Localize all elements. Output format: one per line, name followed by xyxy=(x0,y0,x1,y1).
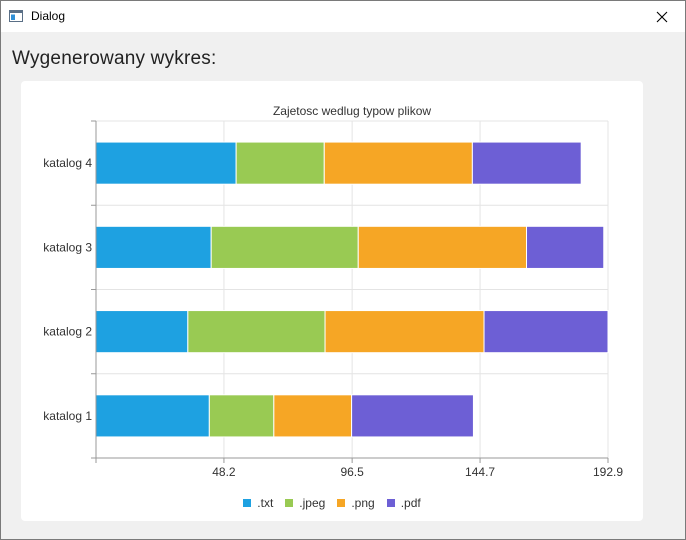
category-label: katalog 1 xyxy=(43,409,92,423)
bar-segment xyxy=(273,394,353,438)
bar-segment xyxy=(235,141,325,185)
legend-label: .png xyxy=(351,496,375,510)
legend-label: .txt xyxy=(257,496,274,510)
category-label: katalog 2 xyxy=(43,325,92,339)
chart-legend: .txt .jpeg .png .pdf xyxy=(21,495,643,511)
legend-item: .pdf xyxy=(386,496,421,510)
bar-segment xyxy=(323,141,473,185)
close-button[interactable] xyxy=(639,1,685,32)
bar-segment xyxy=(95,225,212,269)
close-icon xyxy=(656,11,668,22)
legend-item: .jpeg xyxy=(285,496,325,510)
bar-segment xyxy=(95,141,237,185)
x-tick-label: 192.9 xyxy=(593,465,623,479)
bar-segment xyxy=(526,225,605,269)
stacked-bar-chart: Zajetosc wedlug typow plikow katalog 1 kat… xyxy=(43,104,623,479)
x-tick-label: 144.7 xyxy=(465,465,495,479)
bar-segment xyxy=(351,394,474,438)
legend-swatch xyxy=(386,499,395,507)
title-bar[interactable]: Dialog xyxy=(1,1,685,32)
x-tick-label: 48.2 xyxy=(212,465,236,479)
legend-swatch xyxy=(285,499,294,507)
page-heading: Wygenerowany wykres: xyxy=(12,48,217,69)
chart-view: Zajetosc wedlug typow plikow katalog 1 kat… xyxy=(21,81,643,521)
bar-segment xyxy=(210,225,359,269)
x-tick-label: 96.5 xyxy=(340,465,364,479)
bar-segment xyxy=(357,225,528,269)
category-label: katalog 3 xyxy=(43,240,92,254)
legend-swatch xyxy=(337,499,346,507)
bar-segment xyxy=(471,141,582,185)
chart-title: Zajetosc wedlug typow plikow xyxy=(273,104,431,118)
legend-label: .jpeg xyxy=(299,496,326,510)
bar-segment xyxy=(95,310,189,354)
bar-segment xyxy=(483,310,609,354)
bar-segment xyxy=(208,394,275,438)
bar-segment xyxy=(324,310,485,354)
legend-label: .pdf xyxy=(400,496,421,510)
legend-item: .png xyxy=(337,496,375,510)
dialog-app-icon xyxy=(9,10,23,22)
legend-item: .txt xyxy=(243,496,273,510)
bar-segment xyxy=(95,394,210,438)
category-label: katalog 4 xyxy=(43,156,92,170)
legend-swatch xyxy=(243,499,252,507)
window-title: Dialog xyxy=(31,9,66,23)
bar-segment xyxy=(187,310,326,354)
